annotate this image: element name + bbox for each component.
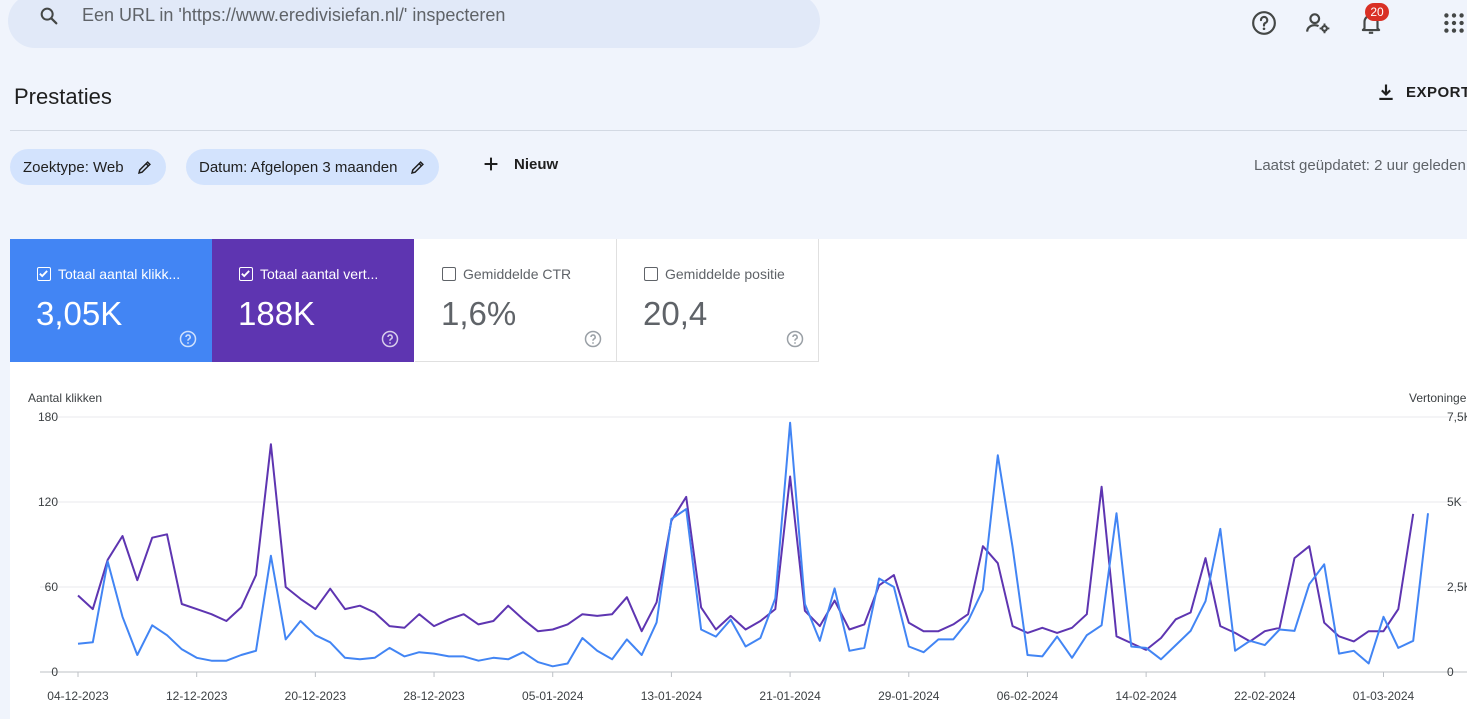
filter-chip-label: Datum: Afgelopen 3 maanden bbox=[199, 158, 398, 176]
notifications-badge: 20 bbox=[1365, 3, 1389, 21]
metric-label: Totaal aantal klikk... bbox=[58, 266, 181, 282]
x-tick-label: 06-02-2024 bbox=[997, 689, 1059, 703]
y-tick-left: 180 bbox=[38, 410, 58, 424]
metric-card-impressions[interactable]: Totaal aantal vert... 188K bbox=[212, 239, 414, 362]
search-input[interactable]: Een URL in 'https://www.eredivisiefan.nl… bbox=[82, 5, 506, 25]
x-tick-label: 29-01-2024 bbox=[878, 689, 940, 703]
x-tick-label: 01-03-2024 bbox=[1353, 689, 1415, 703]
edit-icon[interactable] bbox=[136, 158, 154, 176]
metric-value: 1,6% bbox=[441, 295, 517, 332]
filter-chip-label: Zoektype: Web bbox=[23, 158, 124, 176]
filter-chip-date[interactable]: Datum: Afgelopen 3 maanden bbox=[186, 149, 440, 185]
page-title: Prestaties bbox=[14, 84, 112, 109]
x-tick-label: 14-02-2024 bbox=[1115, 689, 1177, 703]
filter-chip-search-type[interactable]: Zoektype: Web bbox=[10, 149, 166, 185]
metric-card-position[interactable]: Gemiddelde positie 20,4 bbox=[617, 239, 819, 362]
help-icon[interactable] bbox=[584, 330, 602, 348]
clicks-series-line bbox=[77, 421, 1429, 668]
metric-label: Gemiddelde positie bbox=[665, 266, 785, 282]
y-axis-right-label: Vertoningen bbox=[1409, 391, 1467, 405]
metric-label: Totaal aantal vert... bbox=[260, 266, 379, 282]
checkbox-checked-icon[interactable] bbox=[239, 267, 253, 281]
edit-icon[interactable] bbox=[409, 158, 427, 176]
metric-card-clicks[interactable]: Totaal aantal klikk... 3,05K bbox=[10, 239, 212, 362]
help-icon[interactable] bbox=[179, 330, 197, 348]
y-tick-right: 0 bbox=[1447, 665, 1454, 679]
x-tick-label: 05-01-2024 bbox=[522, 689, 584, 703]
export-label: EXPORT bbox=[1406, 83, 1467, 101]
x-tick-label: 04-12-2023 bbox=[47, 689, 109, 703]
x-tick-label: 20-12-2023 bbox=[285, 689, 347, 703]
search-bar[interactable]: Een URL in 'https://www.eredivisiefan.nl… bbox=[8, 0, 820, 48]
help-icon[interactable] bbox=[786, 330, 804, 348]
help-icon[interactable] bbox=[381, 330, 399, 348]
y-tick-left: 60 bbox=[45, 580, 59, 594]
x-tick-label: 13-01-2024 bbox=[641, 689, 703, 703]
manage-users-icon[interactable] bbox=[1305, 10, 1331, 36]
apps-grid-icon[interactable] bbox=[1441, 10, 1467, 36]
export-button[interactable]: EXPORT bbox=[1376, 82, 1467, 102]
y-tick-right: 2,5K bbox=[1447, 580, 1467, 594]
last-updated-text: Laatst geüpdatet: 2 uur geleden bbox=[1254, 157, 1466, 174]
y-tick-right: 5K bbox=[1447, 495, 1462, 509]
metric-value: 188K bbox=[238, 295, 316, 332]
checkbox-icon[interactable] bbox=[644, 267, 658, 281]
metric-value: 3,05K bbox=[36, 295, 123, 332]
y-axis-left-label: Aantal klikken bbox=[28, 391, 102, 405]
y-tick-left: 120 bbox=[38, 495, 58, 509]
checkbox-checked-icon[interactable] bbox=[37, 267, 51, 281]
download-icon bbox=[1379, 84, 1393, 100]
x-tick-label: 28-12-2023 bbox=[403, 689, 465, 703]
x-tick-label: 12-12-2023 bbox=[166, 689, 228, 703]
performance-panel: Totaal aantal klikk... 3,05K Totaal aant… bbox=[10, 239, 1467, 719]
help-icon[interactable] bbox=[1251, 10, 1277, 36]
metric-label: Gemiddelde CTR bbox=[463, 266, 572, 282]
x-tick-label: 21-01-2024 bbox=[759, 689, 821, 703]
y-tick-right: 7,5K bbox=[1447, 410, 1467, 424]
checkbox-icon[interactable] bbox=[442, 267, 456, 281]
metric-value: 20,4 bbox=[643, 295, 708, 332]
divider bbox=[10, 130, 1467, 131]
search-icon[interactable] bbox=[38, 5, 60, 27]
plus-icon bbox=[484, 157, 498, 171]
x-tick-label: 22-02-2024 bbox=[1234, 689, 1296, 703]
y-tick-left: 0 bbox=[51, 665, 58, 679]
impressions-series-line bbox=[77, 443, 1415, 651]
metric-card-ctr[interactable]: Gemiddelde CTR 1,6% bbox=[415, 239, 617, 362]
new-filter-button[interactable]: Nieuw bbox=[480, 153, 558, 175]
new-filter-label: Nieuw bbox=[514, 155, 559, 173]
